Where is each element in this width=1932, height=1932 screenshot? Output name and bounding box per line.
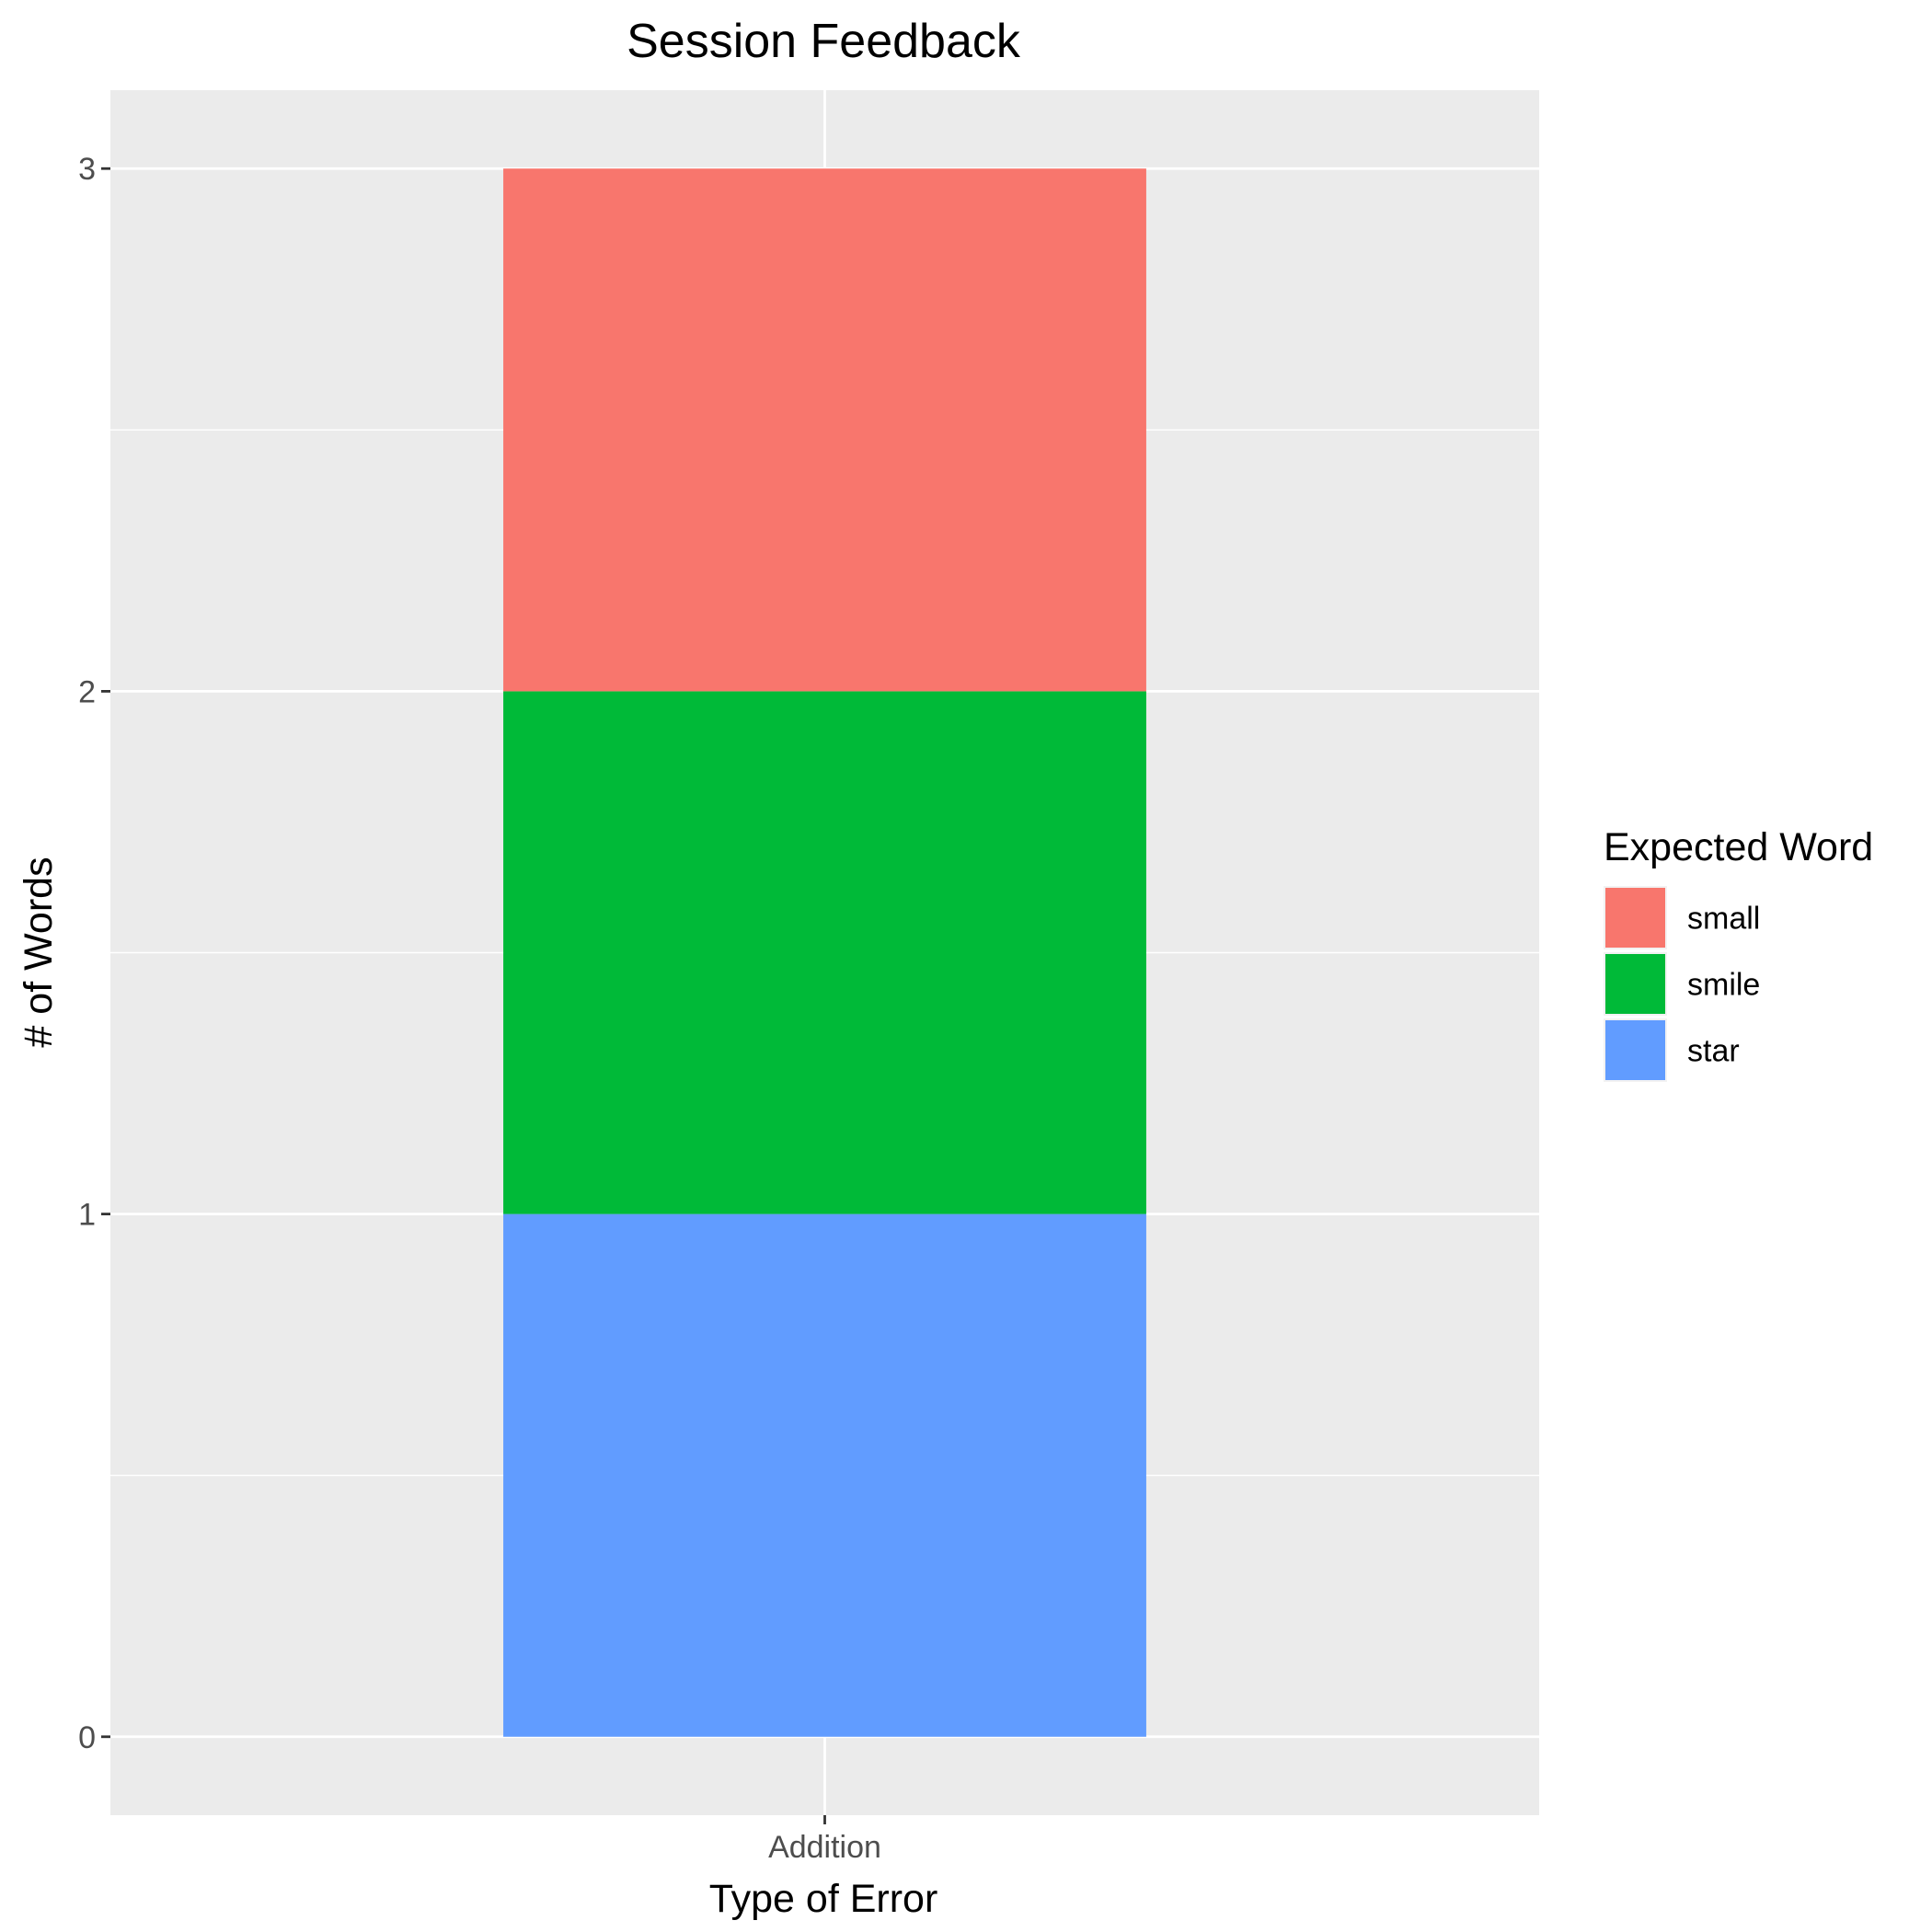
legend: Expected Word small smile star — [1604, 825, 1873, 1082]
y-tick-label: 2 — [78, 674, 96, 709]
bar-stack — [503, 168, 1146, 1737]
legend-title: Expected Word — [1604, 825, 1873, 869]
x-axis-title: Type of Error — [709, 1877, 938, 1921]
chart-title: Session Feedback — [627, 15, 1021, 68]
legend-swatch-star — [1605, 1020, 1665, 1080]
y-tick-label: 3 — [78, 152, 96, 187]
bar-segment-small — [503, 168, 1146, 692]
y-tick-label: 1 — [78, 1198, 96, 1233]
y-tick-label: 0 — [78, 1720, 96, 1755]
bar-segment-star — [503, 1213, 1146, 1737]
legend-items: small smile star — [1604, 886, 1760, 1082]
legend-label-smile: smile — [1687, 968, 1760, 1003]
legend-label-small: small — [1687, 902, 1760, 937]
legend-label-star: star — [1687, 1034, 1740, 1069]
x-axis: Addition — [768, 1815, 881, 1865]
y-axis: 0 1 2 3 — [78, 152, 110, 1755]
x-tick-label: Addition — [768, 1830, 881, 1865]
legend-swatch-small — [1605, 888, 1665, 948]
y-axis-title: # of Words — [17, 857, 61, 1047]
bar-segment-smile — [503, 691, 1146, 1214]
legend-swatch-smile — [1605, 954, 1665, 1014]
